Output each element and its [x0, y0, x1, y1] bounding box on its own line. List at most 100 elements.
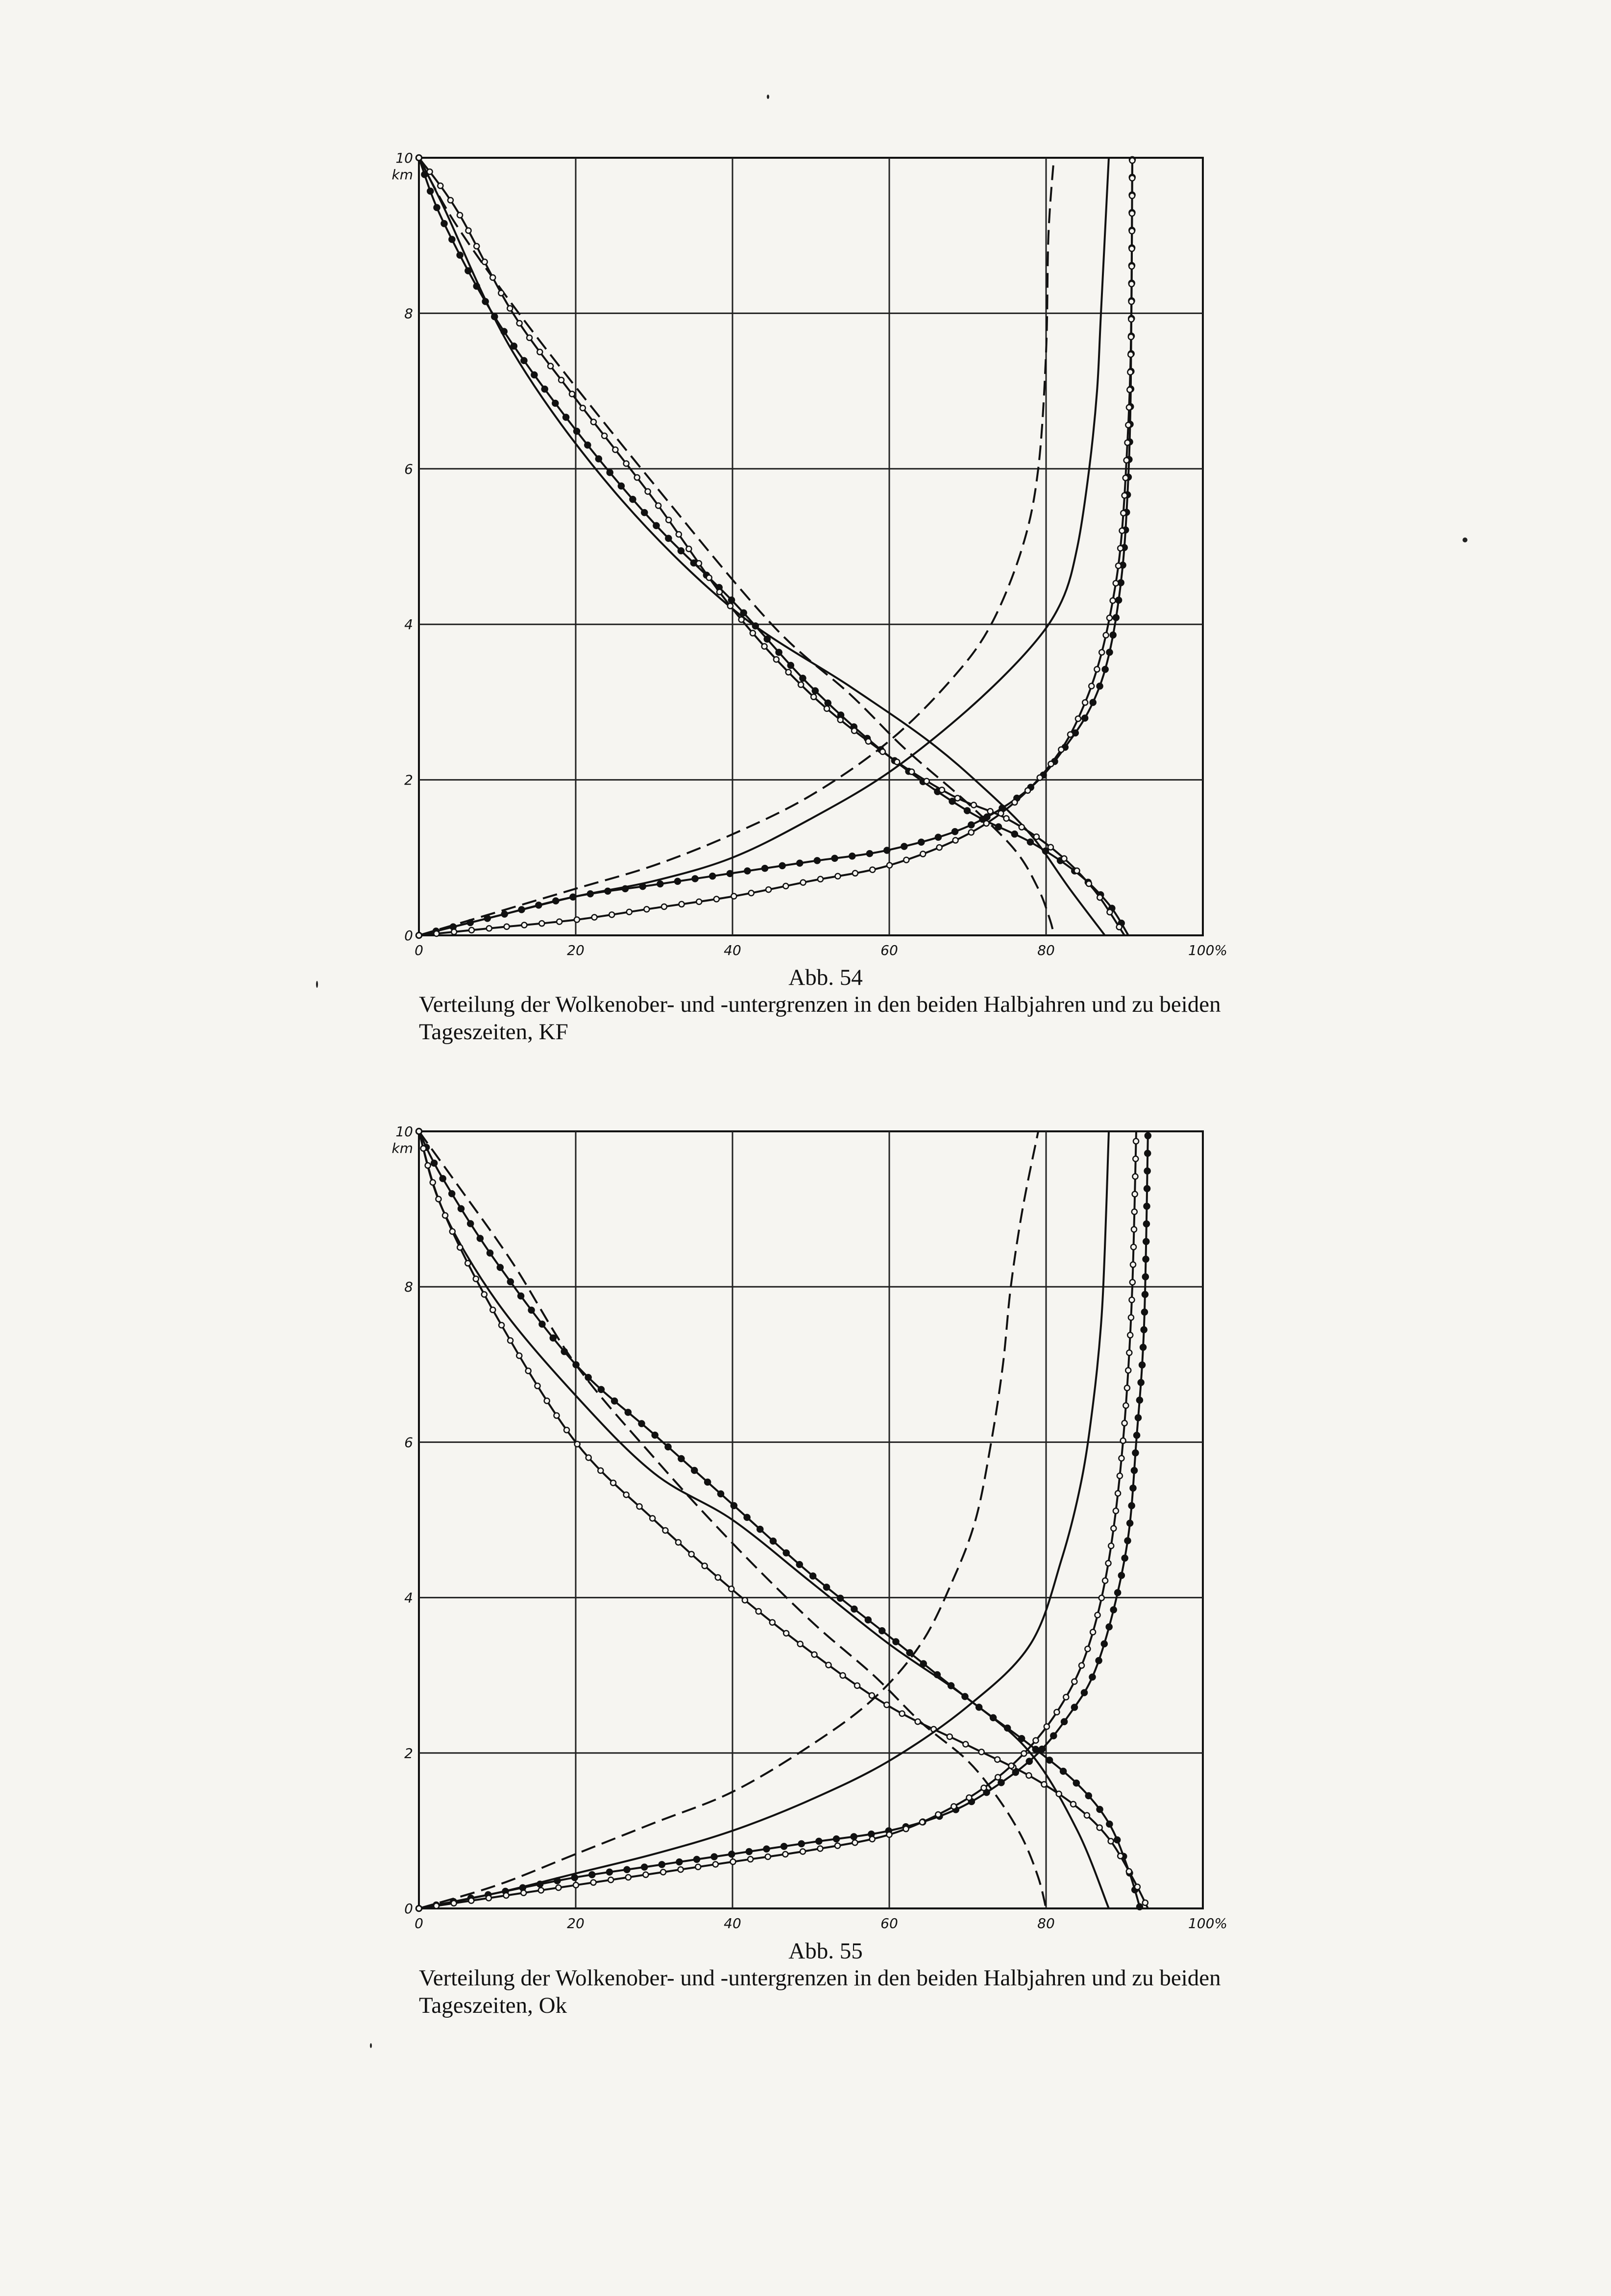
series-point-2 — [1085, 1792, 1092, 1800]
series-point-7 — [983, 820, 990, 827]
x-tick-label: 60 — [880, 942, 898, 958]
series-point-2 — [552, 399, 559, 407]
x-tick-label: 100% — [1188, 942, 1227, 958]
series-point-3 — [695, 560, 703, 567]
series-point-3 — [415, 1128, 422, 1135]
x-tick-label: 40 — [724, 1915, 741, 1931]
series-point-3 — [899, 1710, 905, 1717]
series-point-7 — [1129, 157, 1136, 164]
series-point-7 — [919, 1819, 926, 1826]
series-point-2 — [517, 1292, 525, 1300]
series-point-6 — [674, 878, 682, 885]
series-line-7 — [418, 157, 1133, 936]
series-point-2 — [906, 1649, 913, 1657]
series-point-3 — [738, 616, 745, 623]
series-point-3 — [525, 1368, 532, 1374]
series-point-2 — [1113, 1836, 1121, 1844]
series-point-3 — [526, 334, 533, 342]
series-point-7 — [1112, 580, 1120, 587]
series-point-7 — [1121, 1419, 1128, 1427]
series-point-2 — [757, 1525, 764, 1533]
series-point-2 — [610, 1397, 618, 1405]
series-point-6 — [1114, 1589, 1122, 1596]
series-point-3 — [457, 1244, 464, 1251]
series-point-7 — [1114, 1490, 1122, 1497]
series-point-3 — [810, 693, 817, 701]
series-point-3 — [665, 516, 672, 523]
series-point-7 — [1123, 1384, 1131, 1392]
series-point-7 — [1107, 1542, 1115, 1549]
series-point-2 — [878, 1627, 886, 1635]
series-point-6 — [1137, 1379, 1145, 1386]
series-point-7 — [1053, 1709, 1060, 1716]
series-point-7 — [1131, 1191, 1138, 1197]
series-point-2 — [573, 427, 581, 435]
series-point-3 — [1106, 908, 1113, 916]
series-point-2 — [653, 522, 660, 529]
series-point-3 — [507, 1337, 514, 1344]
series-point-3 — [623, 1491, 630, 1498]
series-point-7 — [1128, 174, 1136, 182]
series-point-3 — [1003, 815, 1010, 822]
series-point-2 — [549, 1334, 557, 1342]
series-point-3 — [782, 1630, 790, 1637]
series-point-7 — [731, 893, 737, 900]
series-point-2 — [433, 204, 440, 211]
series-point-3 — [558, 376, 565, 384]
series-point-6 — [1071, 1704, 1078, 1711]
x-tick-label: 80 — [1037, 942, 1055, 958]
series-point-2 — [473, 282, 480, 290]
series-point-2 — [743, 1514, 751, 1521]
series-point-3 — [825, 1661, 832, 1669]
series-point-6 — [588, 1871, 596, 1879]
series-point-3 — [837, 716, 844, 724]
series-point-7 — [764, 1853, 771, 1860]
series-point-7 — [556, 918, 563, 925]
series-line-1 — [418, 157, 1106, 936]
series-point-2 — [561, 1348, 568, 1355]
series-point-3 — [498, 290, 505, 296]
series-point-6 — [1081, 714, 1089, 722]
y-tick-label: 2 — [404, 772, 413, 788]
series-point-3 — [938, 786, 946, 793]
series-point-6 — [1115, 596, 1123, 604]
series-point-7 — [608, 911, 615, 918]
series-point-6 — [1144, 1167, 1151, 1175]
series-point-2 — [1003, 1724, 1011, 1732]
series-point-7 — [1032, 1737, 1039, 1744]
series-point-7 — [503, 923, 510, 930]
series-point-3 — [851, 727, 858, 734]
series-point-2 — [949, 798, 956, 805]
series-point-3 — [797, 681, 805, 688]
series-point-3 — [634, 474, 640, 481]
series-point-3 — [1107, 1837, 1114, 1845]
series-point-2 — [1073, 1779, 1080, 1787]
series-point-2 — [961, 1693, 969, 1700]
scan-speck — [1463, 537, 1467, 542]
series-point-3 — [923, 778, 930, 784]
series-point-6 — [536, 1881, 544, 1888]
series-point-2 — [448, 236, 456, 243]
series-point-7 — [1129, 1261, 1137, 1268]
series-point-7 — [1098, 1594, 1105, 1601]
series-point-3 — [1083, 1812, 1091, 1819]
series-point-6 — [1142, 1255, 1149, 1263]
series-line-6 — [418, 1131, 1149, 1909]
series-point-7 — [1081, 699, 1089, 706]
x-tick-label: 100% — [1188, 1915, 1227, 1931]
series-point-2 — [665, 535, 672, 542]
series-point-6 — [744, 867, 751, 875]
series-point-3 — [1116, 924, 1123, 930]
series-point-7 — [1132, 1155, 1139, 1162]
series-point-6 — [484, 915, 491, 922]
series-point-2 — [864, 1616, 872, 1624]
series-point-2 — [486, 1249, 494, 1257]
series-point-7 — [1119, 527, 1125, 534]
series-point-7 — [625, 1874, 632, 1881]
series-point-6 — [518, 906, 525, 913]
series-point-3 — [1125, 1868, 1133, 1875]
series-point-3 — [441, 1212, 449, 1219]
series-point-7 — [852, 870, 859, 877]
series-point-7 — [1127, 368, 1134, 376]
